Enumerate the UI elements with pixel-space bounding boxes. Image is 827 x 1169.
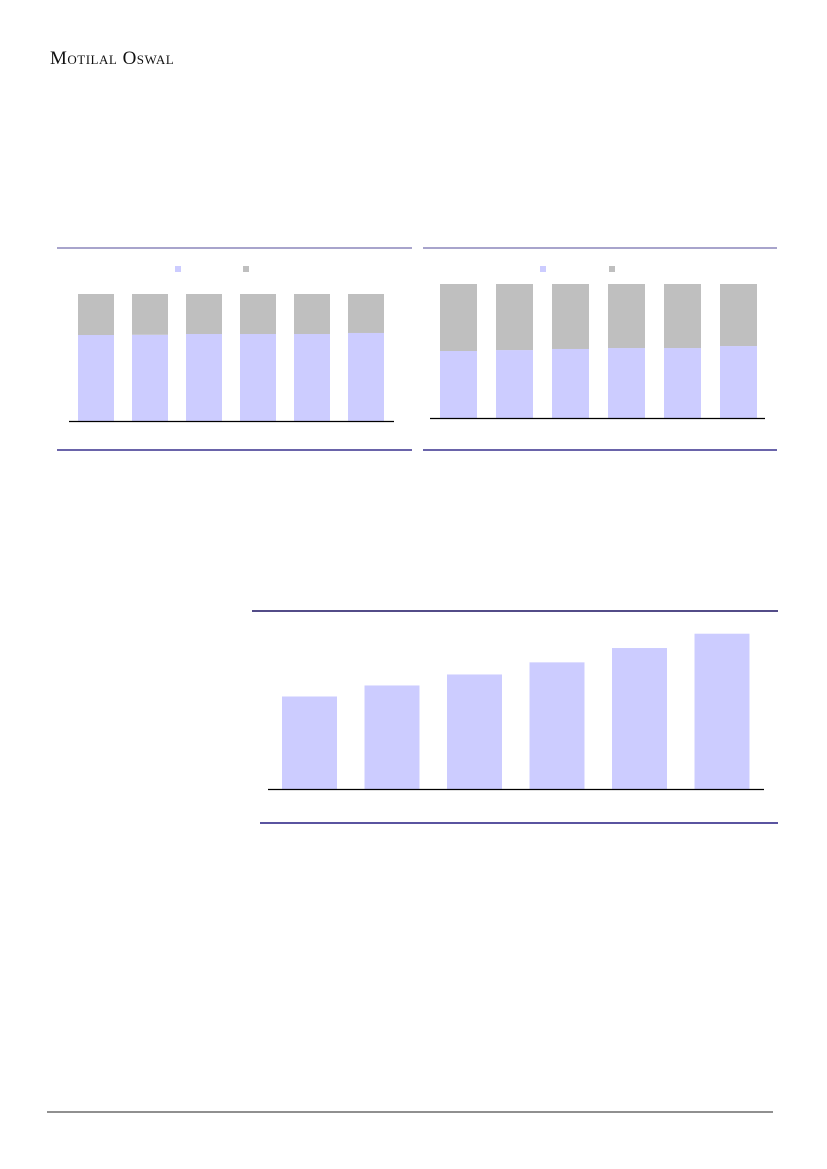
chart-3-bar-1	[282, 696, 337, 789]
chart-1-bar-series1-5	[294, 334, 330, 421]
chart-1-bar-series1-3	[186, 334, 222, 421]
chart-3-bar-3	[447, 674, 502, 789]
chart-2-bar-series1-6	[720, 346, 757, 418]
chart-3-bar-6	[694, 633, 750, 789]
chart-1-bar-series2-4	[240, 294, 276, 335]
chart-2-bar-series1-3	[552, 348, 589, 418]
chart-2-bar-series2-2	[496, 284, 533, 351]
chart-1-bar-series1-6	[348, 332, 384, 421]
chart-3-bar-5	[612, 648, 667, 789]
chart-1-bar-series2-2	[132, 294, 168, 335]
chart-1-legend-swatch-1	[175, 266, 181, 272]
chart-2-legend-swatch-2	[609, 266, 615, 272]
chart-2-bar-series2-1	[440, 284, 477, 351]
chart-2-bar-series2-4	[608, 284, 645, 349]
chart-1-bar-series2-5	[294, 294, 330, 335]
chart-3-bar-2	[364, 685, 420, 789]
chart-1-bar-series2-1	[78, 294, 114, 336]
chart-1-bar-series1-1	[78, 335, 114, 421]
chart-2-bar-series1-5	[664, 348, 701, 418]
chart-1-bar-series1-4	[240, 334, 276, 421]
chart-2-bar-series1-4	[608, 348, 645, 418]
chart-2-bar-series1-2	[496, 350, 533, 418]
chart-1-bar-series2-3	[186, 294, 222, 335]
chart-1-bar-series2-6	[348, 294, 384, 333]
chart-2-bar-series2-3	[552, 284, 589, 349]
chart-1-bar-series1-2	[132, 334, 168, 421]
chart-2-bar-series1-1	[440, 351, 477, 418]
chart-2-bar-series2-6	[720, 284, 757, 347]
chart-1-legend-swatch-2	[243, 266, 249, 272]
chart-2-bar-series2-5	[664, 284, 701, 349]
chart-3-bar-4	[529, 662, 585, 789]
logo: Motilal Oswal	[50, 48, 175, 69]
chart-2-legend-swatch-1	[540, 266, 546, 272]
